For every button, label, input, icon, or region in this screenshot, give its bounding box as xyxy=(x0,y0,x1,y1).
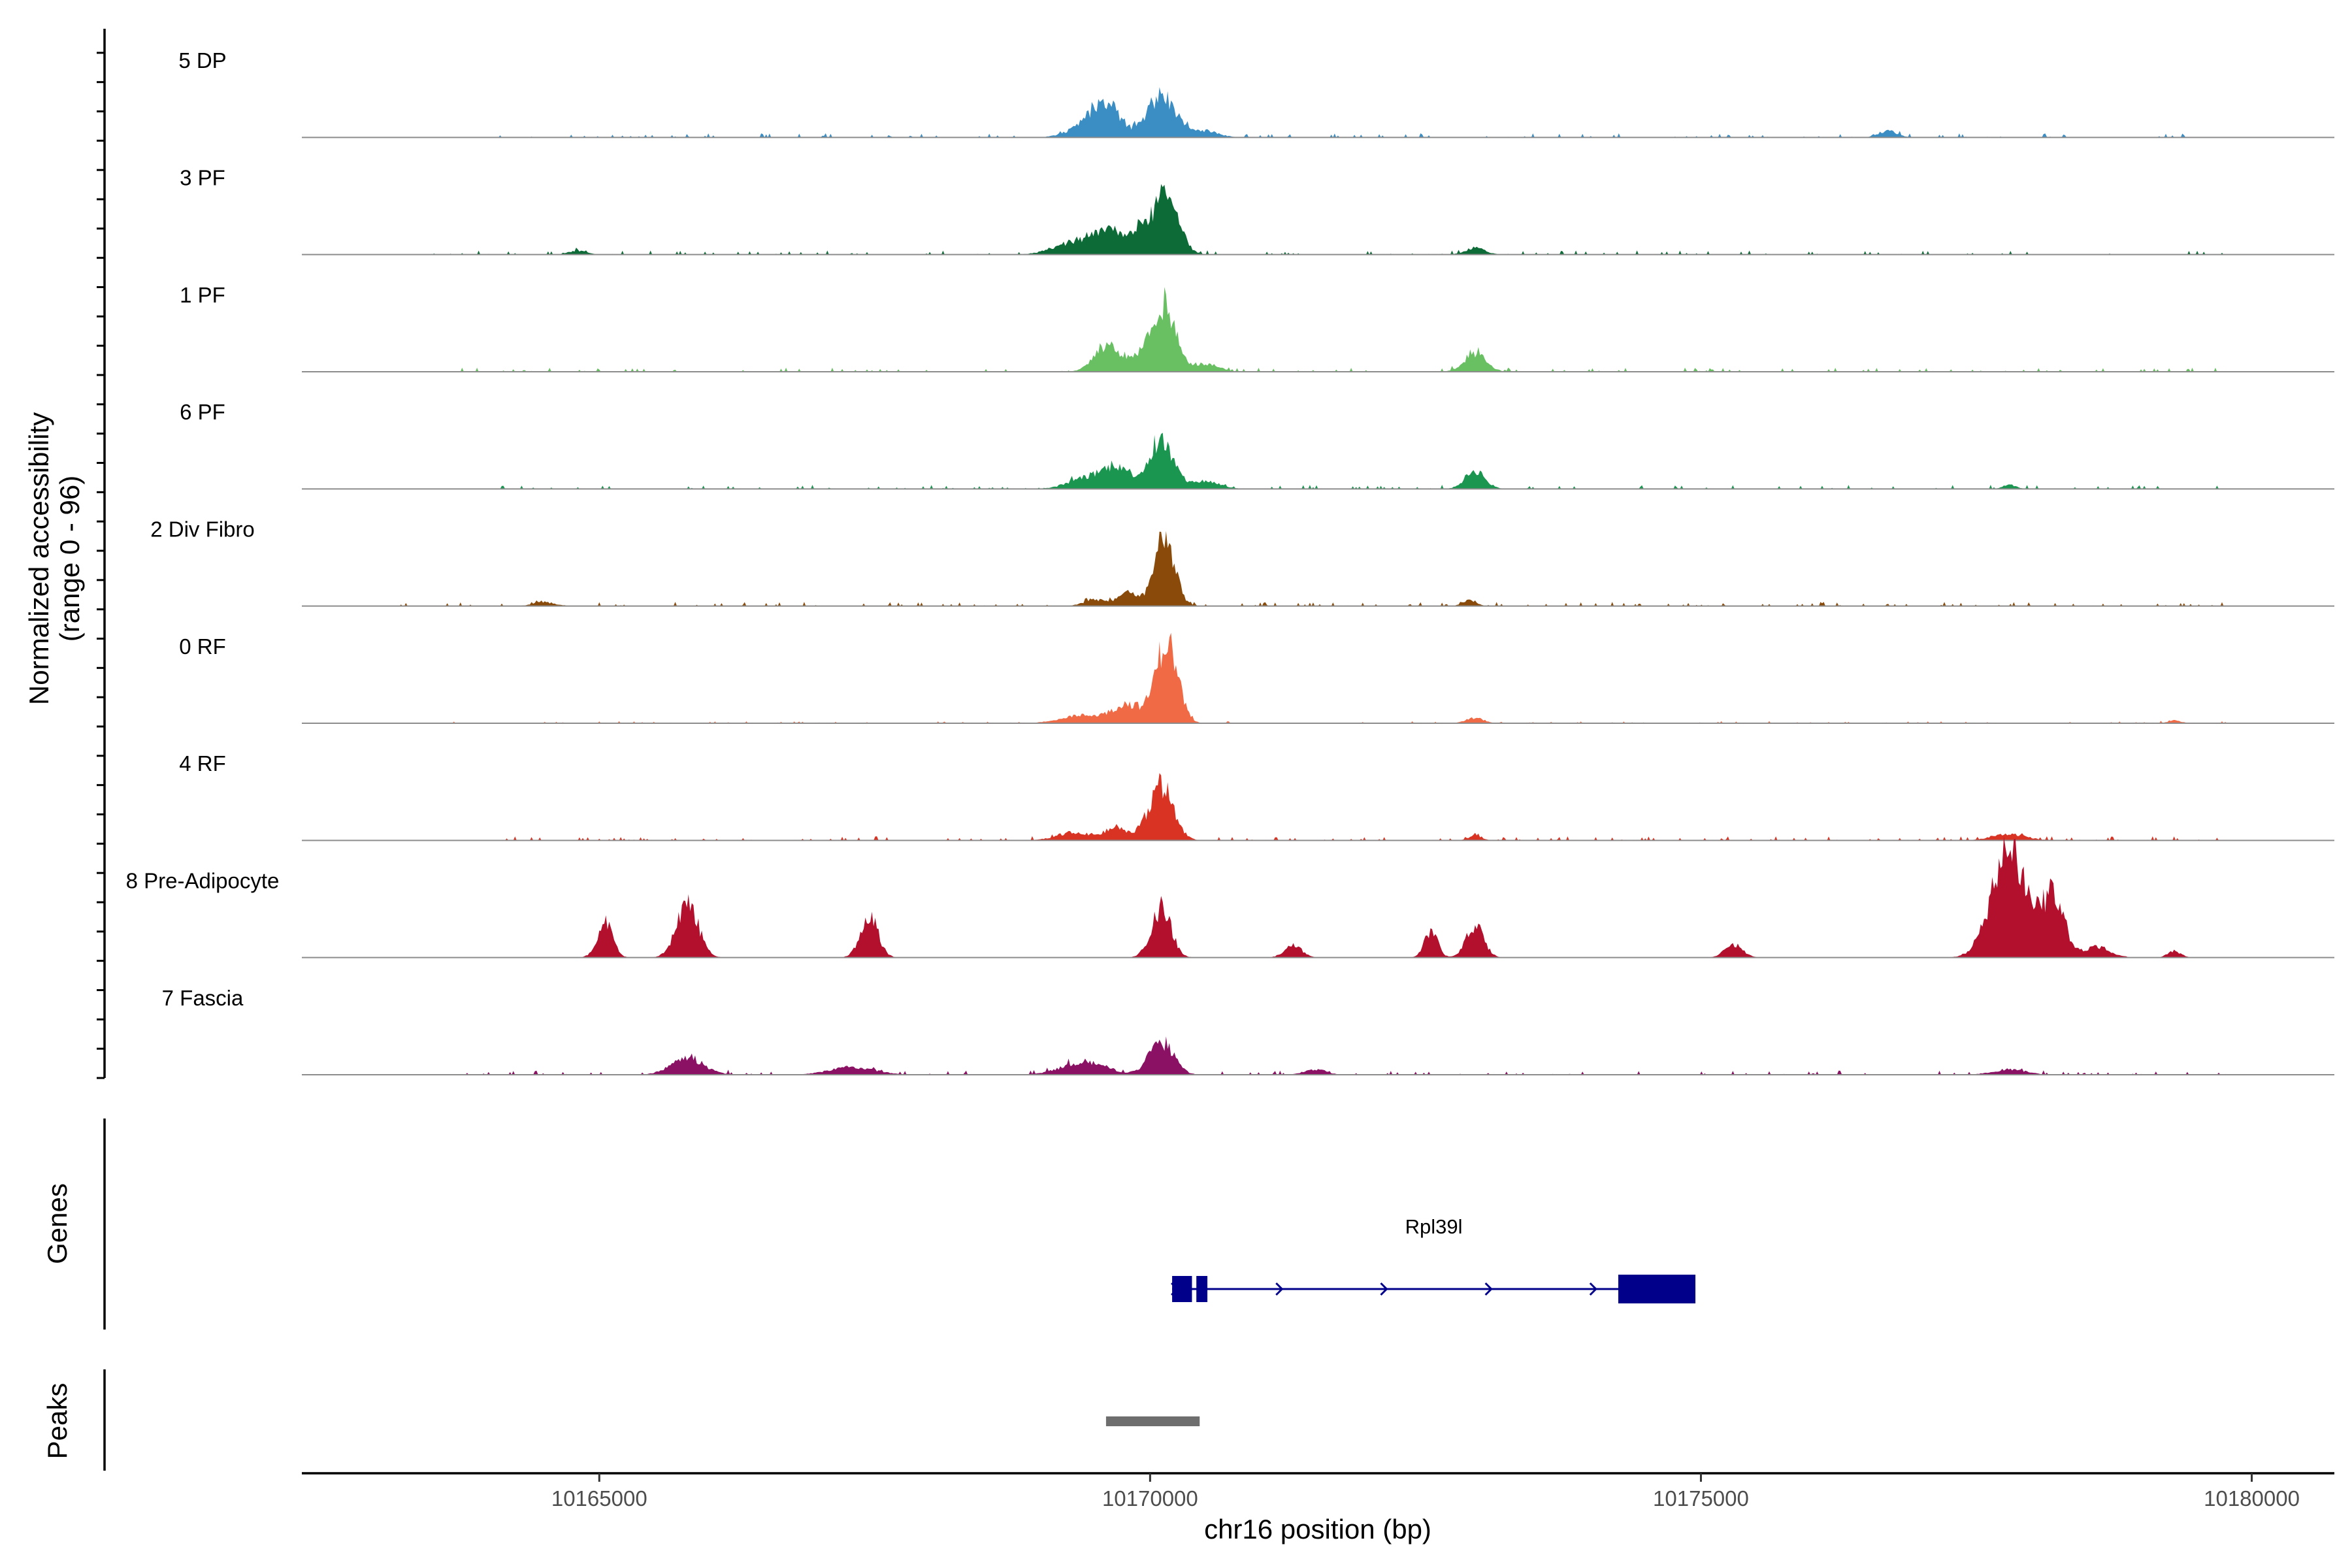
coverage-area-6-pf xyxy=(302,433,2334,489)
strand-arrow xyxy=(1380,1282,1388,1296)
strand-arrow xyxy=(1484,1282,1493,1296)
coverage-area-8-pre-adipocyte xyxy=(302,836,2334,958)
y-axis-title-line1: Normalized accessibility xyxy=(24,412,54,705)
track-label: 1 PF xyxy=(180,283,225,307)
x-tick-label: 10170000 xyxy=(1102,1486,1198,1511)
coverage-area-4-rf xyxy=(302,773,2334,841)
coverage-area-3-pf xyxy=(302,184,2334,255)
track-label: 2 Div Fibro xyxy=(150,517,255,541)
peaks-panel-label: Peaks xyxy=(42,1383,73,1460)
track-label: 0 RF xyxy=(179,634,226,659)
peak-region xyxy=(1105,1416,1200,1426)
coverage-area-7-fascia xyxy=(302,1036,2334,1075)
x-tick-label: 10180000 xyxy=(2204,1486,2300,1511)
coverage-area-2-div-fibro xyxy=(302,531,2334,606)
x-tick-label: 10165000 xyxy=(551,1486,647,1511)
track-label: 6 PF xyxy=(180,400,225,424)
gene-exon xyxy=(1172,1276,1192,1302)
gene-exon xyxy=(1196,1276,1208,1302)
track-label: 5 DP xyxy=(178,48,226,73)
gene-track: Rpl39l xyxy=(1171,1215,1696,1303)
track-label: 8 Pre-Adipocyte xyxy=(126,868,280,892)
track-label: 4 RF xyxy=(179,751,226,776)
x-axis-title: chr16 position (bp) xyxy=(1204,1514,1431,1544)
coverage-tracks xyxy=(302,87,2334,1075)
peak-track xyxy=(1105,1416,1200,1426)
y-axis-title-line2: (range 0 - 96) xyxy=(54,476,85,642)
coverage-y-axis xyxy=(97,29,106,1079)
coverage-area-1-pf xyxy=(302,287,2334,372)
strand-arrow xyxy=(1275,1282,1284,1296)
coverage-area-5-dp xyxy=(302,87,2334,138)
x-tick-label: 10175000 xyxy=(1653,1486,1749,1511)
coverage-area-0-rf xyxy=(302,632,2334,723)
genes-panel-label: Genes xyxy=(42,1183,73,1264)
track-label: 7 Fascia xyxy=(162,986,244,1010)
gene-exon xyxy=(1618,1275,1696,1303)
gene-name-label: Rpl39l xyxy=(1405,1215,1463,1238)
track-labels: 5 DP 3 PF 1 PF 6 PF 2 Div Fibro 0 RF 4 RF 8 Pre… xyxy=(126,48,280,1010)
strand-arrow xyxy=(1589,1282,1597,1296)
track-label: 3 PF xyxy=(180,165,225,189)
x-axis-ticks: 10165000 10170000 10175000 10180000 xyxy=(551,1473,2300,1511)
